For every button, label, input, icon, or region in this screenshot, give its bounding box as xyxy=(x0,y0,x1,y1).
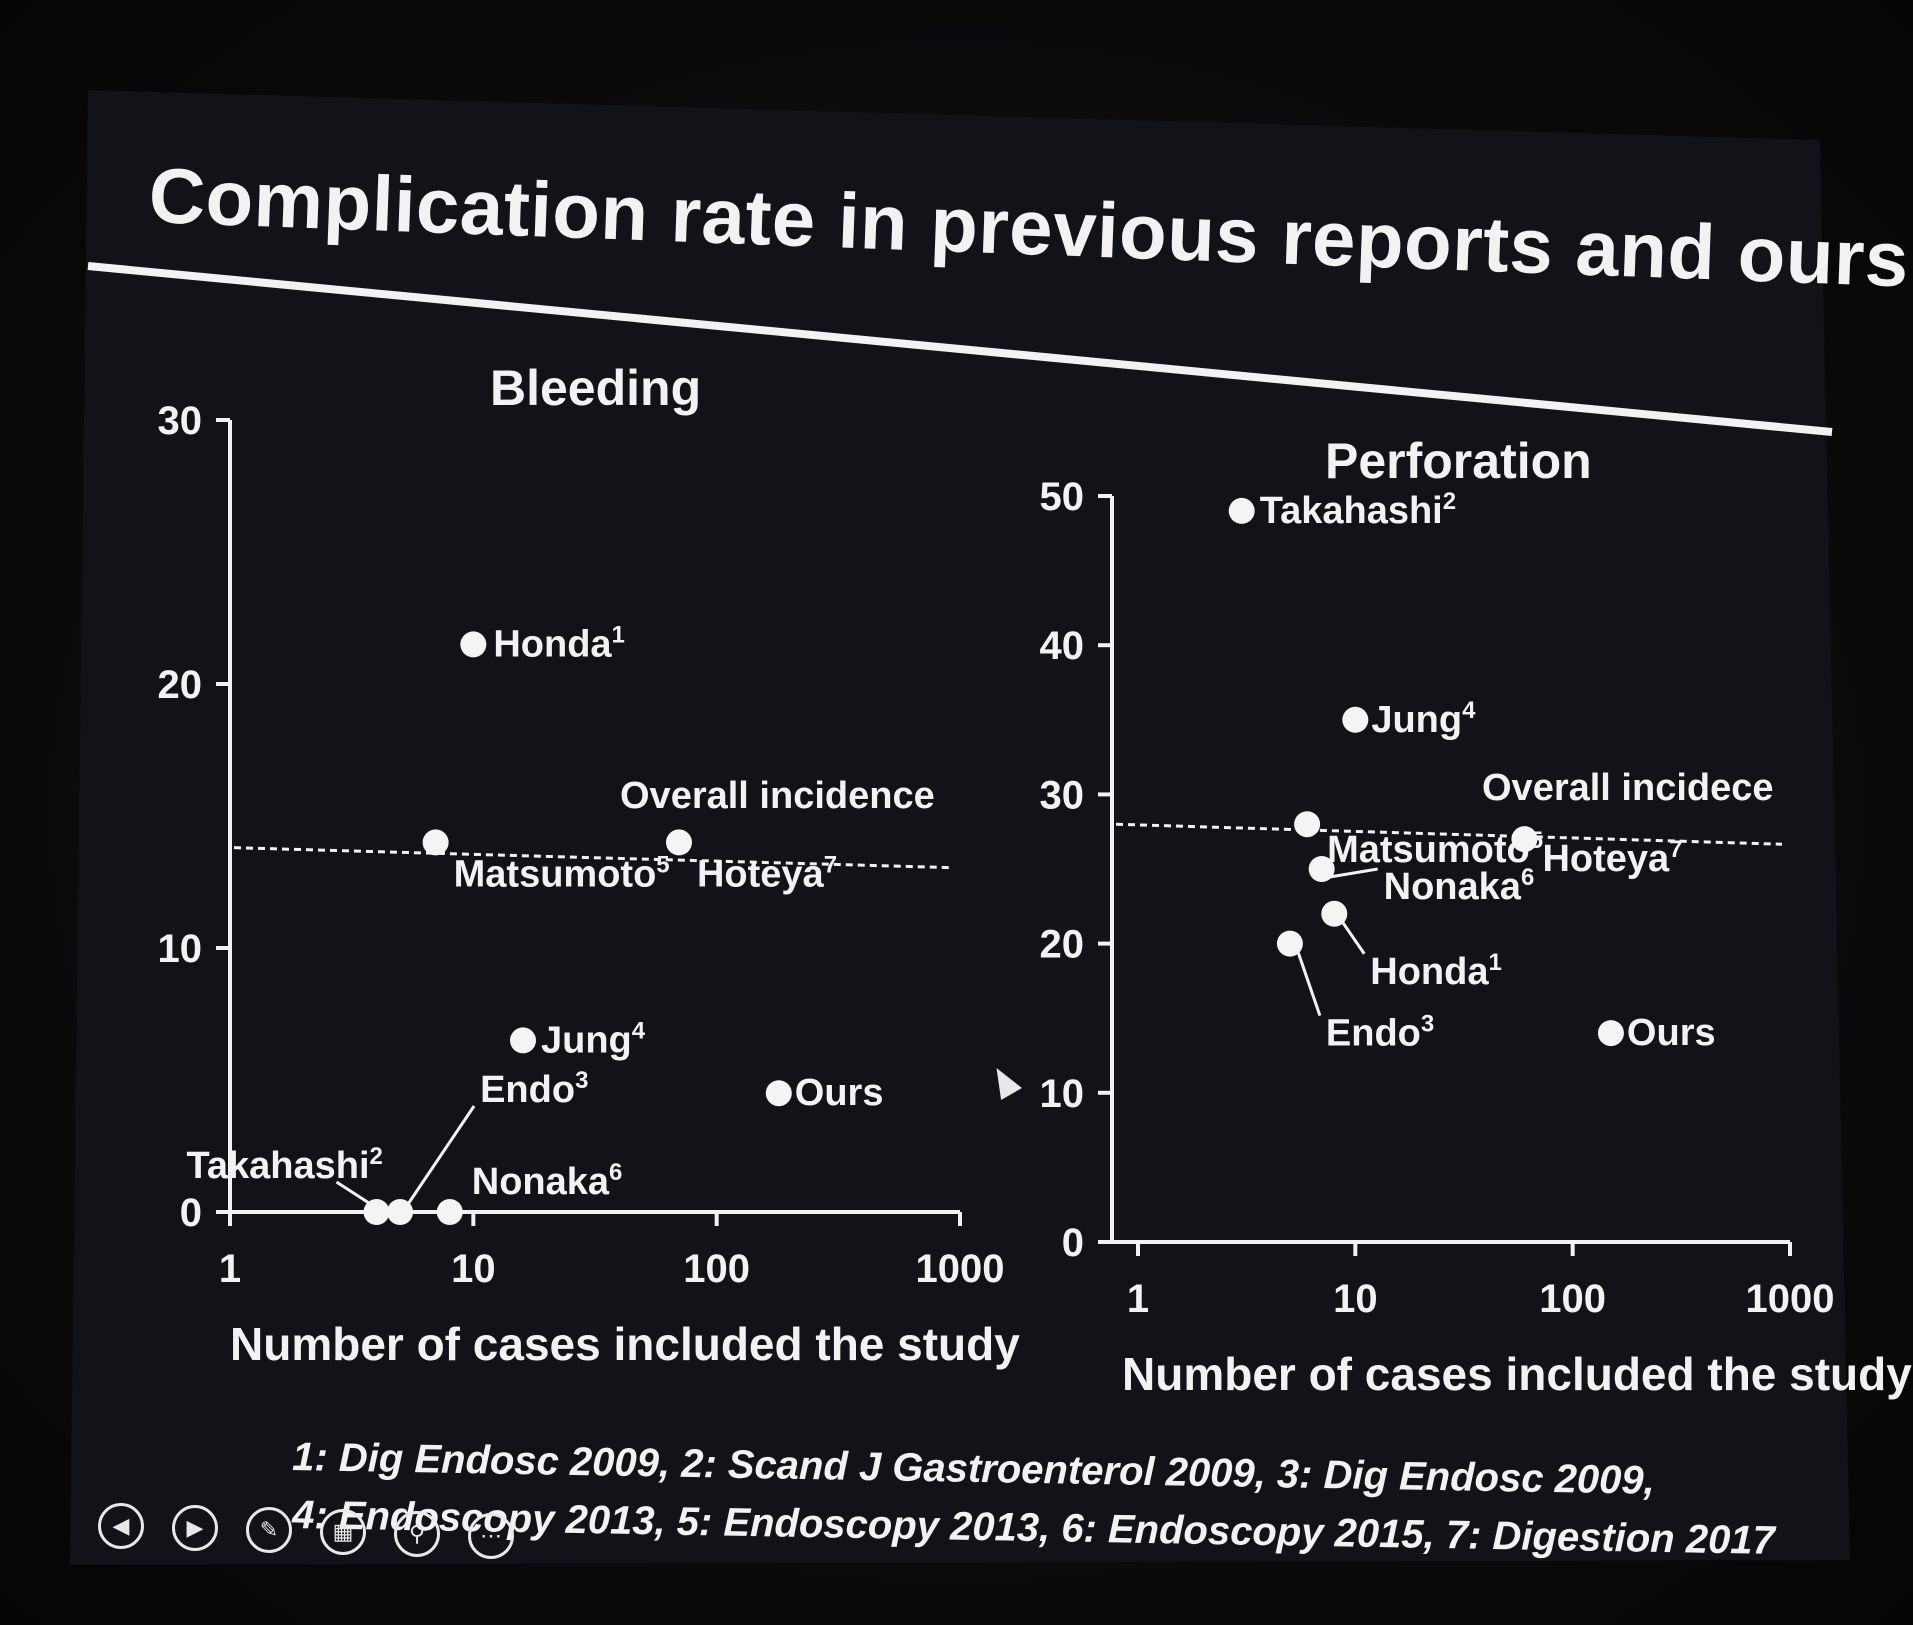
perforation-x-tick-label: 10 xyxy=(1333,1277,1378,1321)
perforation-title: Perforation xyxy=(1325,433,1592,489)
bleeding-y-tick-label: 30 xyxy=(158,399,203,443)
perforation-point-nonaka xyxy=(1308,856,1335,882)
bleeding-x-axis-label: Number of cases included the study xyxy=(230,1318,1020,1370)
bleeding-x-tick-label: 1 xyxy=(219,1247,241,1291)
perforation-label-hoteya: Hoteya7 xyxy=(1542,836,1682,880)
bleeding-x-tick-label: 1000 xyxy=(916,1247,1005,1291)
perforation-point-takahashi xyxy=(1228,497,1255,524)
perforation-point-ours xyxy=(1597,1020,1624,1047)
more-options-button[interactable]: ⋯ xyxy=(468,1513,514,1559)
perforation-x-tick-label: 100 xyxy=(1539,1277,1606,1321)
perforation-point-matsumoto xyxy=(1294,811,1321,838)
magnifier-icon: ⚲ xyxy=(408,1521,426,1546)
perforation-point-jung xyxy=(1342,706,1369,733)
bleeding-chart: Bleeding 0 10 20 30 1 10 100 1000 Number of cases… xyxy=(158,360,1021,1370)
bleeding-point-jung xyxy=(510,1027,537,1054)
perforation-y-tick-label: 50 xyxy=(1040,475,1085,519)
chevron-left-icon: ◀ xyxy=(112,1513,130,1538)
bleeding-leader-takahashi xyxy=(335,1180,372,1206)
perforation-y-tick-label: 10 xyxy=(1040,1072,1085,1116)
bleeding-point-honda xyxy=(460,631,487,658)
bleeding-point-takahashi xyxy=(363,1199,390,1225)
perforation-point-endo xyxy=(1276,930,1303,957)
bleeding-y-tick-label: 20 xyxy=(158,663,203,707)
perforation-label-ours: Ours xyxy=(1627,1012,1716,1054)
bleeding-y-tick-label: 10 xyxy=(158,927,203,971)
perforation-label-honda: Honda1 xyxy=(1370,949,1502,993)
perforation-label-endo: Endo3 xyxy=(1326,1011,1434,1055)
bleeding-label-jung: Jung4 xyxy=(541,1017,646,1061)
bleeding-y-tick-label: 0 xyxy=(180,1191,202,1235)
bleeding-leader-endo xyxy=(406,1105,476,1205)
title-underline xyxy=(87,262,1833,436)
bleeding-label-hoteya: Hoteya7 xyxy=(697,851,837,895)
perforation-label-nonaka: Nonaka6 xyxy=(1384,864,1535,908)
pen-tool-button[interactable]: ✎ xyxy=(246,1507,292,1553)
perforation-leader-honda xyxy=(1341,920,1366,955)
bleeding-overall-incidence-label: Overall incidence xyxy=(620,775,935,817)
chevron-right-icon: ▶ xyxy=(186,1515,204,1540)
perforation-y-tick-label: 30 xyxy=(1040,773,1085,817)
bleeding-point-ours xyxy=(765,1080,792,1107)
bleeding-x-tick-label: 100 xyxy=(683,1247,750,1291)
previous-slide-button[interactable]: ◀ xyxy=(98,1503,144,1549)
bleeding-label-nonaka: Nonaka6 xyxy=(472,1159,623,1203)
perforation-x-tick-label: 1 xyxy=(1127,1277,1149,1321)
perforation-point-hoteya xyxy=(1511,826,1538,853)
perforation-x-tick-label: 1000 xyxy=(1746,1277,1835,1321)
perforation-label-jung: Jung4 xyxy=(1371,697,1476,741)
bleeding-x-tick-label: 10 xyxy=(451,1247,496,1291)
zoom-button[interactable]: ⚲ xyxy=(394,1511,440,1557)
bleeding-title: Bleeding xyxy=(490,360,701,416)
next-slide-button[interactable]: ▶ xyxy=(172,1505,218,1551)
bleeding-point-hoteya xyxy=(665,829,692,856)
perforation-leader-endo xyxy=(1296,951,1322,1017)
perforation-leader-nonaka xyxy=(1329,867,1378,879)
bleeding-point-matsumoto xyxy=(422,829,449,856)
perforation-label-matsumoto: Matsumoto5 xyxy=(1327,827,1543,871)
perforation-y-tick-label: 0 xyxy=(1062,1221,1084,1265)
more-icon: ⋯ xyxy=(480,1523,502,1548)
perforation-y-tick-label: 40 xyxy=(1040,624,1085,668)
pen-icon: ✎ xyxy=(259,1517,279,1542)
perforation-point-honda xyxy=(1321,900,1348,927)
bleeding-label-takahashi: Takahashi2 xyxy=(187,1143,383,1187)
perforation-y-tick-label: 20 xyxy=(1040,923,1085,967)
perforation-overall-incidence-line xyxy=(1115,822,1783,846)
perforation-chart: Perforation 0 10 20 30 40 50 1 10 100 1000 Number o… xyxy=(1040,433,1913,1400)
bleeding-point-endo xyxy=(387,1199,414,1225)
bleeding-label-endo: Endo3 xyxy=(480,1067,588,1111)
slide-screen xyxy=(70,90,1850,1565)
perforation-label-takahashi: Takahashi2 xyxy=(1260,488,1456,532)
grid-icon: ▦ xyxy=(332,1519,354,1544)
perforation-overall-incidence-label: Overall incidece xyxy=(1482,767,1774,809)
slide-grid-button[interactable]: ▦ xyxy=(320,1509,366,1555)
bleeding-point-nonaka xyxy=(436,1199,463,1225)
bleeding-label-matsumoto: Matsumoto5 xyxy=(454,851,670,895)
perforation-x-axis-label: Number of cases included the study xyxy=(1122,1348,1912,1400)
bleeding-label-ours: Ours xyxy=(795,1072,884,1114)
bleeding-label-honda: Honda1 xyxy=(493,621,625,665)
